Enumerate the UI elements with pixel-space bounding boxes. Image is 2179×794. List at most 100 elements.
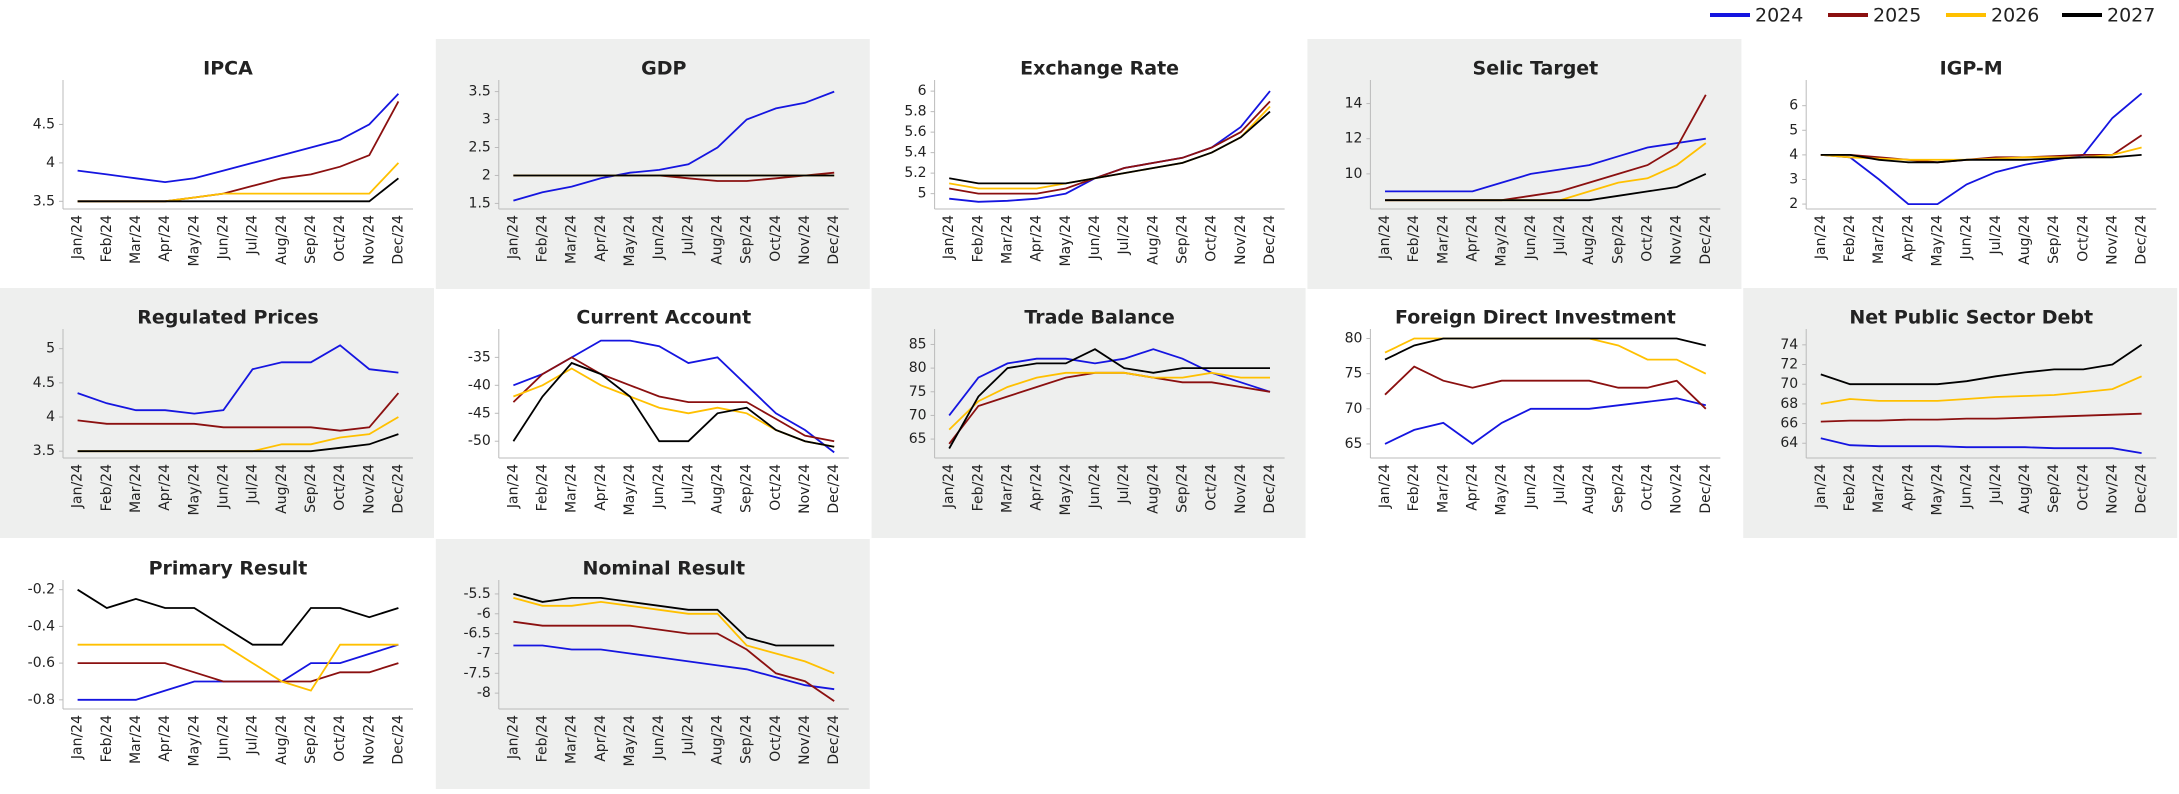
x-tick-label: Dec/24 <box>826 715 842 765</box>
y-tick-label: -6.5 <box>463 626 490 642</box>
chart-title: Nominal Result <box>582 558 745 580</box>
x-tick-label: May/24 <box>1058 464 1074 516</box>
y-tick-label: 75 <box>1345 366 1363 382</box>
x-tick-label: Nov/24 <box>2104 464 2120 514</box>
chart-title: Current Account <box>576 307 751 329</box>
y-tick-label: 75 <box>909 384 927 400</box>
y-tick-label: -0.8 <box>28 692 55 708</box>
y-tick-label: 4 <box>1789 147 1798 163</box>
y-tick-label: 2 <box>482 167 491 183</box>
x-tick-label: Mar/24 <box>564 715 580 764</box>
y-tick-label: 5.8 <box>904 104 926 120</box>
y-tick-label: 3.5 <box>469 84 491 100</box>
x-tick-label: Jan/24 <box>1813 215 1829 260</box>
series-line <box>77 162 400 203</box>
x-tick-label: Sep/24 <box>303 215 319 264</box>
y-tick-label: 3.5 <box>33 193 55 209</box>
x-tick-label: Apr/24 <box>1900 215 1916 262</box>
x-tick-label: Aug/24 <box>1581 464 1597 514</box>
x-tick-label: Jun/24 <box>1959 464 1975 509</box>
x-tick-label: Nov/24 <box>2104 215 2120 265</box>
y-tick-label: 80 <box>1345 331 1363 347</box>
x-tick-label: Jan/24 <box>70 215 86 260</box>
panel-background <box>0 288 434 538</box>
x-tick-label: Oct/24 <box>332 464 348 511</box>
x-tick-label: Apr/24 <box>157 464 173 511</box>
x-tick-label: May/24 <box>622 464 638 516</box>
series-line <box>77 643 399 692</box>
series-line <box>512 356 835 443</box>
series-line <box>77 344 399 415</box>
series-line <box>513 90 835 202</box>
series-line <box>949 100 1271 195</box>
y-tick-label: 74 <box>1780 337 1798 353</box>
x-tick-label: Nov/24 <box>797 715 813 765</box>
x-tick-label: May/24 <box>1929 215 1945 267</box>
chart-title: Exchange Rate <box>1020 58 1179 80</box>
x-tick-label: Oct/24 <box>2075 464 2091 511</box>
x-tick-label: Aug/24 <box>2017 464 2033 514</box>
x-tick-label: Dec/24 <box>1698 464 1714 514</box>
x-tick-label: Apr/24 <box>1464 215 1480 262</box>
series-line <box>513 593 835 647</box>
x-tick-label: Mar/24 <box>128 715 144 764</box>
series-line <box>513 620 835 702</box>
x-tick-label: Mar/24 <box>564 215 580 264</box>
x-tick-label: Oct/24 <box>332 715 348 762</box>
y-tick-label: 85 <box>909 336 927 352</box>
series-line <box>948 348 1270 449</box>
x-tick-label: Jan/24 <box>70 715 86 760</box>
x-tick-label: Aug/24 <box>1145 464 1161 514</box>
x-tick-label: May/24 <box>1494 464 1510 516</box>
y-tick-label: 5.6 <box>904 124 926 140</box>
x-tick-label: Oct/24 <box>2075 215 2091 262</box>
series-line <box>1384 337 1707 361</box>
x-tick-label: Aug/24 <box>1145 215 1161 265</box>
chart-panel: Trade Balance 65 70 75 80 85 Jan/24 Feb/24 Mar/2… <box>871 288 1306 538</box>
x-tick-label: Oct/24 <box>1204 215 1220 262</box>
x-tick-label: Feb/24 <box>535 464 551 511</box>
x-tick-label: Jan/24 <box>941 215 957 260</box>
y-tick-label: 2 <box>1789 196 1798 212</box>
y-tick-label: 2.5 <box>469 140 491 156</box>
y-tick-label: -6 <box>477 606 491 622</box>
y-tick-label: 80 <box>909 360 927 376</box>
chart-title: IPCA <box>203 58 253 80</box>
x-tick-label: Dec/24 <box>826 464 842 514</box>
x-tick-label: Apr/24 <box>157 715 173 762</box>
y-tick-label: 5 <box>46 341 55 357</box>
y-tick-label: 5.4 <box>904 145 926 161</box>
x-tick-label: Oct/24 <box>768 715 784 762</box>
x-tick-label: Jan/24 <box>1377 464 1393 509</box>
x-tick-label: Jul/24 <box>1552 464 1568 505</box>
x-tick-label: Feb/24 <box>1842 215 1858 262</box>
y-tick-label: 70 <box>1345 401 1363 417</box>
x-tick-label: Mar/24 <box>1000 464 1016 513</box>
panel-background <box>1307 39 1742 289</box>
x-tick-label: Nov/24 <box>1233 464 1249 514</box>
x-tick-label: Oct/24 <box>1639 464 1655 511</box>
x-tick-label: Jun/24 <box>651 715 667 760</box>
y-tick-label: 12 <box>1345 131 1363 147</box>
x-tick-label: Dec/24 <box>390 715 406 765</box>
x-tick-label: Feb/24 <box>535 715 551 762</box>
x-tick-label: Jul/24 <box>680 215 696 256</box>
x-tick-label: Jul/24 <box>1116 464 1132 505</box>
y-tick-label: 4 <box>46 409 55 425</box>
x-tick-label: Oct/24 <box>1204 464 1220 511</box>
chart-title: Trade Balance <box>1024 307 1174 329</box>
y-tick-label: -7.5 <box>463 665 490 681</box>
y-tick-label: -50 <box>468 433 491 449</box>
x-tick-label: May/24 <box>186 215 202 267</box>
y-tick-label: -5.5 <box>463 586 490 602</box>
series-line <box>77 177 399 203</box>
series-line <box>77 392 400 432</box>
x-tick-label: Jun/24 <box>1523 215 1539 260</box>
x-tick-label: Jul/24 <box>245 215 261 256</box>
legend-label: 2025 <box>1873 5 1921 27</box>
legend-label: 2026 <box>1991 5 2039 27</box>
chart-panel: IPCA 3.5 4 4.5 Jan/24 Feb/24 Mar/24 Apr/24 May/2… <box>33 58 413 267</box>
x-tick-label: Dec/24 <box>1698 215 1714 265</box>
x-tick-label: Jun/24 <box>651 215 667 260</box>
x-tick-label: Dec/24 <box>826 215 842 265</box>
